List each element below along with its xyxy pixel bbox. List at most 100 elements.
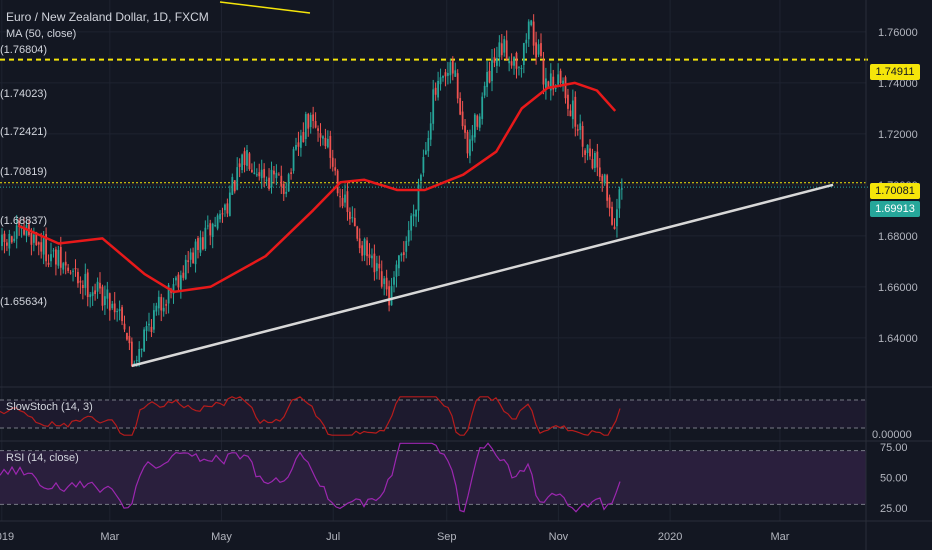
candle-body bbox=[32, 234, 35, 243]
candle-body bbox=[160, 297, 163, 311]
candle-body bbox=[351, 217, 354, 219]
candle-body bbox=[594, 153, 596, 169]
candle-body bbox=[197, 238, 199, 250]
candle-body bbox=[314, 121, 317, 128]
candle-body bbox=[498, 42, 501, 58]
candle-body bbox=[10, 236, 13, 243]
candle-body bbox=[273, 170, 275, 175]
candle-body bbox=[417, 184, 420, 211]
candle-body bbox=[140, 348, 143, 350]
candle-body bbox=[557, 74, 560, 85]
candle-body bbox=[520, 67, 523, 70]
candle-body bbox=[344, 194, 346, 203]
candle-body bbox=[405, 241, 408, 252]
candle-body bbox=[549, 73, 552, 91]
trendline-layer[interactable] bbox=[131, 183, 834, 368]
candle-body bbox=[525, 39, 528, 44]
candle-body bbox=[584, 150, 586, 155]
candle-body bbox=[172, 284, 175, 294]
candle-body bbox=[145, 326, 148, 332]
candle-body bbox=[373, 253, 376, 273]
candle-body bbox=[434, 87, 437, 95]
candle-body bbox=[72, 270, 74, 272]
candle-body bbox=[439, 77, 442, 85]
stoch-legend[interactable]: SlowStoch (14, 3) bbox=[6, 401, 93, 413]
candle-body bbox=[23, 227, 25, 235]
candle-body bbox=[226, 203, 229, 214]
rsi-legend[interactable]: RSI (14, close) bbox=[6, 452, 79, 464]
candle-body bbox=[113, 303, 116, 313]
candle-body bbox=[216, 215, 219, 229]
candle-body bbox=[3, 233, 6, 243]
fib-level-label: (1.76804) bbox=[0, 44, 48, 56]
x-tick-label: May bbox=[211, 531, 232, 543]
candle-body bbox=[184, 259, 187, 279]
candle-body bbox=[194, 241, 197, 265]
candle-body bbox=[77, 271, 79, 284]
candle-body bbox=[42, 237, 45, 255]
candle-body bbox=[52, 250, 55, 252]
candle-body bbox=[108, 293, 111, 311]
candle-body bbox=[192, 252, 194, 264]
candle-body bbox=[535, 42, 537, 58]
candle-body bbox=[322, 136, 324, 139]
candle-body bbox=[116, 311, 119, 313]
y-tick-label: 1.74000 bbox=[878, 78, 918, 90]
candle-body bbox=[562, 80, 564, 85]
candle-body bbox=[101, 286, 104, 306]
candle-body bbox=[491, 59, 493, 82]
trendline[interactable] bbox=[131, 183, 834, 368]
candle-body bbox=[292, 149, 295, 171]
candle-body bbox=[324, 137, 327, 147]
candle-body bbox=[508, 61, 511, 64]
candle-body bbox=[40, 242, 43, 252]
candle-body bbox=[312, 114, 315, 122]
candle-body bbox=[251, 169, 253, 173]
candle-body bbox=[545, 78, 547, 89]
candle-body bbox=[456, 73, 459, 99]
candle-body bbox=[224, 204, 226, 211]
candle-body bbox=[277, 174, 280, 176]
candle-body bbox=[464, 125, 466, 133]
candle-body bbox=[481, 96, 484, 119]
candle-body bbox=[451, 60, 454, 74]
x-tick-label: 2019 bbox=[0, 531, 14, 543]
candle-body bbox=[574, 96, 577, 127]
candle-body bbox=[118, 309, 121, 311]
candle-body bbox=[167, 285, 170, 304]
candle-body bbox=[383, 278, 386, 285]
ma-legend[interactable]: MA (50, close) bbox=[6, 28, 77, 40]
candle-body bbox=[366, 240, 368, 257]
candle-body bbox=[280, 175, 283, 187]
candle-body bbox=[143, 329, 145, 352]
indicator-series bbox=[0, 396, 621, 513]
candle-body bbox=[30, 233, 33, 245]
candle-body bbox=[275, 172, 278, 179]
resistance-price-tag: 1.74911 bbox=[870, 64, 920, 80]
candle-body bbox=[96, 281, 99, 292]
candle-body bbox=[106, 289, 109, 299]
candle-body bbox=[248, 153, 251, 170]
candle-body bbox=[231, 177, 234, 195]
candle-body bbox=[567, 94, 569, 109]
candle-body bbox=[290, 172, 292, 174]
candle-body bbox=[153, 310, 155, 330]
candle-body bbox=[459, 98, 462, 115]
candle-body bbox=[47, 262, 50, 265]
candle-body bbox=[233, 180, 236, 192]
ma-series bbox=[17, 81, 617, 294]
candle-body bbox=[554, 88, 557, 90]
candle-body bbox=[1, 234, 3, 247]
candle-body bbox=[255, 174, 258, 176]
candle-body bbox=[300, 135, 302, 148]
candle-body bbox=[260, 169, 263, 179]
candle-body bbox=[317, 128, 319, 131]
candle-body bbox=[432, 89, 435, 124]
candle-body bbox=[361, 245, 364, 256]
candle-body bbox=[422, 157, 425, 173]
y-tick-label: 1.64000 bbox=[878, 333, 918, 345]
candle-body bbox=[126, 332, 128, 340]
candle-body bbox=[466, 131, 469, 154]
candle-body bbox=[182, 272, 185, 278]
